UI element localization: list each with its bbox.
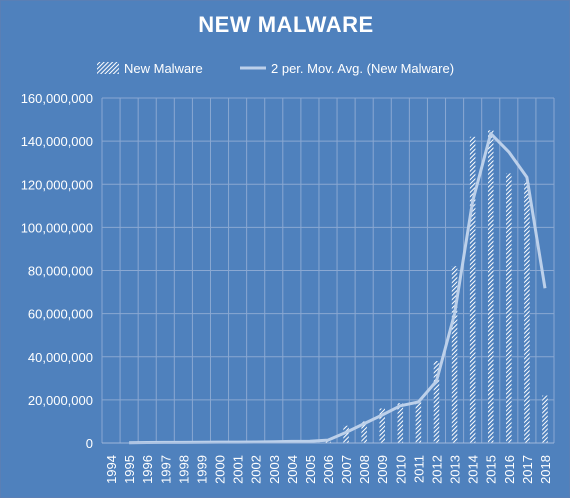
bar (506, 173, 512, 443)
x-tick-label: 2017 (520, 455, 535, 484)
y-tick-label: 0 (86, 436, 93, 451)
gridlines (101, 97, 555, 443)
x-tick-label: 1999 (194, 455, 209, 484)
y-tick-label: 140,000,000 (21, 134, 93, 149)
x-tick-label: 1997 (158, 455, 173, 484)
x-tick-label: 2003 (267, 455, 282, 484)
x-tick-label: 2006 (321, 455, 336, 484)
bar (451, 266, 458, 443)
x-tick-label: 2018 (538, 455, 553, 484)
x-tick-label: 2016 (502, 455, 517, 484)
bar (361, 421, 367, 443)
x-tick-label: 2007 (339, 455, 354, 484)
y-tick-label: 100,000,000 (21, 220, 93, 235)
x-tick-label: 1998 (176, 455, 191, 484)
x-tick-label: 2002 (249, 455, 264, 484)
x-tick-label: 2011 (411, 455, 426, 483)
x-tick-label: 2008 (357, 455, 372, 484)
bar (487, 130, 494, 443)
x-axis: 1994 1995 1996 1997 1998 1999 2000 2001 2002 2003… (102, 442, 554, 484)
y-axis: 0 20,000,000 40,000,000 60,000,000 80,000,00… (21, 91, 93, 451)
y-tick-label: 20,000,000 (28, 393, 93, 408)
bar (397, 403, 404, 443)
y-tick-label: 40,000,000 (28, 350, 93, 365)
x-tick-label: 2010 (393, 455, 408, 484)
x-tick-label: 1996 (140, 455, 155, 484)
x-tick-label: 2004 (285, 455, 300, 484)
x-tick-label: 2013 (448, 455, 463, 484)
y-tick-label: 160,000,000 (21, 91, 93, 106)
x-tick-label: 2001 (231, 455, 246, 484)
x-tick-label: 2014 (466, 455, 481, 484)
bar (415, 400, 422, 443)
y-tick-label: 60,000,000 (28, 307, 93, 322)
legend-label-moving-average: 2 per. Mov. Avg. (New Malware) (271, 61, 454, 76)
bar (524, 181, 530, 443)
bar (469, 136, 476, 443)
legend-swatch-new-malware (97, 62, 119, 74)
bar (379, 408, 385, 443)
bar (343, 425, 349, 443)
x-tick-label: 2009 (375, 455, 390, 484)
chart-title: NEW MALWARE (198, 12, 374, 37)
bar-series (108, 130, 548, 444)
x-tick-label: 2012 (430, 455, 445, 484)
x-tick-label: 1995 (122, 455, 137, 484)
moving-average-line (129, 132, 547, 445)
x-tick-label: 1994 (104, 455, 119, 484)
x-tick-label: 2000 (213, 455, 228, 484)
bar (433, 361, 440, 443)
legend: New Malware 2 per. Mov. Avg. (New Malwar… (97, 61, 454, 76)
y-tick-label: 120,000,000 (21, 177, 93, 192)
x-tick-label: 2015 (484, 455, 499, 484)
legend-label-new-malware: New Malware (124, 61, 203, 76)
bar (542, 395, 548, 443)
x-tick-label: 2005 (303, 455, 318, 484)
y-tick-label: 80,000,000 (28, 264, 93, 279)
line-series (129, 132, 547, 445)
